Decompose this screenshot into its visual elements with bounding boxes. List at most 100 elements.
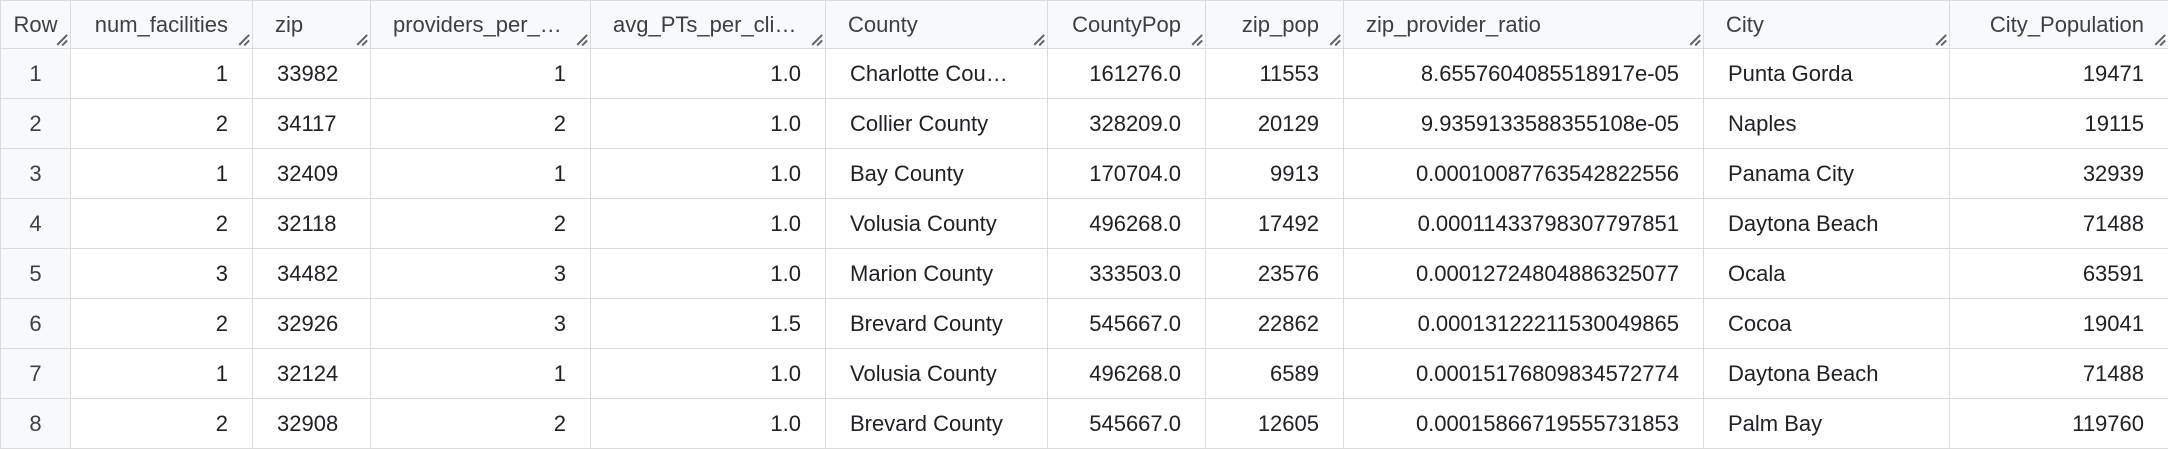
cell-zip-pop[interactable]: 22862 <box>1205 298 1344 349</box>
cell-county[interactable]: Volusia County <box>825 198 1048 249</box>
table-row[interactable]: 8 2 32908 2 1.0 Brevard County 545667.0 12605 0.… <box>0 398 2168 449</box>
cell-zip[interactable]: 32409 <box>252 148 371 199</box>
cell-city[interactable]: Cocoa <box>1703 298 1950 349</box>
cell-providers-per-zip[interactable]: 2 <box>370 198 591 249</box>
cell-providers-per-zip[interactable]: 2 <box>370 398 591 449</box>
cell-zip[interactable]: 34482 <box>252 248 371 299</box>
cell-city-population[interactable]: 71488 <box>1949 198 2168 249</box>
cell-zip-pop[interactable]: 12605 <box>1205 398 1344 449</box>
cell-zip-provider-ratio[interactable]: 0.00013122211530049865 <box>1343 298 1704 349</box>
column-header-avg-pts-per-clinic[interactable]: avg_PTs_per_clinic <box>590 0 826 49</box>
cell-city-population[interactable]: 19115 <box>1949 98 2168 149</box>
column-header-zip[interactable]: zip <box>252 0 371 49</box>
cell-num-facilities[interactable]: 1 <box>70 148 253 199</box>
cell-county[interactable]: Collier County <box>825 98 1048 149</box>
cell-zip-provider-ratio[interactable]: 0.00011433798307797851 <box>1343 198 1704 249</box>
cell-providers-per-zip[interactable]: 2 <box>370 98 591 149</box>
table-row[interactable]: 5 3 34482 3 1.0 Marion County 333503.0 23576 0.0… <box>0 248 2168 299</box>
cell-countypop[interactable]: 170704.0 <box>1047 148 1206 199</box>
table-row[interactable]: 3 1 32409 1 1.0 Bay County 170704.0 9913 0.00010… <box>0 148 2168 199</box>
cell-county[interactable]: Volusia County <box>825 348 1048 399</box>
cell-row[interactable]: 5 <box>0 248 71 299</box>
column-resize-handle-icon[interactable] <box>1933 32 1947 46</box>
cell-providers-per-zip[interactable]: 1 <box>370 148 591 199</box>
cell-city[interactable]: Punta Gorda <box>1703 48 1950 99</box>
cell-zip-pop[interactable]: 23576 <box>1205 248 1344 299</box>
cell-city[interactable]: Daytona Beach <box>1703 348 1950 399</box>
cell-countypop[interactable]: 333503.0 <box>1047 248 1206 299</box>
column-resize-handle-icon[interactable] <box>809 32 823 46</box>
cell-row[interactable]: 8 <box>0 398 71 449</box>
cell-countypop[interactable]: 496268.0 <box>1047 348 1206 399</box>
cell-avg-pts-per-clinic[interactable]: 1.0 <box>590 348 826 399</box>
column-header-city-population[interactable]: City_Population <box>1949 0 2168 49</box>
cell-countypop[interactable]: 496268.0 <box>1047 198 1206 249</box>
cell-zip-provider-ratio[interactable]: 0.00015176809834572774 <box>1343 348 1704 399</box>
column-header-providers-per-zip[interactable]: providers_per_zip <box>370 0 591 49</box>
cell-zip[interactable]: 32926 <box>252 298 371 349</box>
cell-zip-provider-ratio[interactable]: 0.00012724804886325077 <box>1343 248 1704 299</box>
cell-city-population[interactable]: 19471 <box>1949 48 2168 99</box>
cell-row[interactable]: 7 <box>0 348 71 399</box>
column-header-county[interactable]: County <box>825 0 1048 49</box>
cell-countypop[interactable]: 545667.0 <box>1047 298 1206 349</box>
column-resize-handle-icon[interactable] <box>1327 32 1341 46</box>
cell-county[interactable]: Bay County <box>825 148 1048 199</box>
table-row[interactable]: 7 1 32124 1 1.0 Volusia County 496268.0 6589 0.0… <box>0 348 2168 399</box>
cell-row[interactable]: 2 <box>0 98 71 149</box>
column-resize-handle-icon[interactable] <box>1687 32 1701 46</box>
cell-row[interactable]: 1 <box>0 48 71 99</box>
cell-county[interactable]: Charlotte Cou… <box>825 48 1048 99</box>
cell-num-facilities[interactable]: 2 <box>70 98 253 149</box>
column-header-city[interactable]: City <box>1703 0 1950 49</box>
cell-zip-provider-ratio[interactable]: 8.6557604085518917e-05 <box>1343 48 1704 99</box>
column-resize-handle-icon[interactable] <box>1031 32 1045 46</box>
cell-avg-pts-per-clinic[interactable]: 1.5 <box>590 298 826 349</box>
cell-avg-pts-per-clinic[interactable]: 1.0 <box>590 248 826 299</box>
cell-num-facilities[interactable]: 2 <box>70 298 253 349</box>
cell-zip-pop[interactable]: 6589 <box>1205 348 1344 399</box>
cell-zip-pop[interactable]: 9913 <box>1205 148 1344 199</box>
cell-countypop[interactable]: 161276.0 <box>1047 48 1206 99</box>
column-header-num-facilities[interactable]: num_facilities <box>70 0 253 49</box>
cell-num-facilities[interactable]: 2 <box>70 398 253 449</box>
cell-num-facilities[interactable]: 2 <box>70 198 253 249</box>
column-header-row[interactable]: Row <box>0 0 71 49</box>
cell-city[interactable]: Daytona Beach <box>1703 198 1950 249</box>
column-header-zip-pop[interactable]: zip_pop <box>1205 0 1344 49</box>
cell-num-facilities[interactable]: 3 <box>70 248 253 299</box>
cell-county[interactable]: Brevard County <box>825 298 1048 349</box>
cell-avg-pts-per-clinic[interactable]: 1.0 <box>590 148 826 199</box>
cell-city-population[interactable]: 119760 <box>1949 398 2168 449</box>
cell-city[interactable]: Palm Bay <box>1703 398 1950 449</box>
column-resize-handle-icon[interactable] <box>1189 32 1203 46</box>
cell-city-population[interactable]: 71488 <box>1949 348 2168 399</box>
column-resize-handle-icon[interactable] <box>236 32 250 46</box>
cell-zip-pop[interactable]: 11553 <box>1205 48 1344 99</box>
cell-city[interactable]: Panama City <box>1703 148 1950 199</box>
cell-row[interactable]: 6 <box>0 298 71 349</box>
cell-num-facilities[interactable]: 1 <box>70 48 253 99</box>
column-resize-handle-icon[interactable] <box>2152 32 2166 46</box>
cell-zip-pop[interactable]: 17492 <box>1205 198 1344 249</box>
cell-city[interactable]: Naples <box>1703 98 1950 149</box>
cell-row[interactable]: 3 <box>0 148 71 199</box>
cell-providers-per-zip[interactable]: 3 <box>370 298 591 349</box>
cell-city[interactable]: Ocala <box>1703 248 1950 299</box>
column-resize-handle-icon[interactable] <box>574 32 588 46</box>
cell-avg-pts-per-clinic[interactable]: 1.0 <box>590 98 826 149</box>
cell-zip[interactable]: 34117 <box>252 98 371 149</box>
cell-zip[interactable]: 32124 <box>252 348 371 399</box>
column-header-countypop[interactable]: CountyPop <box>1047 0 1206 49</box>
cell-zip[interactable]: 32118 <box>252 198 371 249</box>
cell-providers-per-zip[interactable]: 1 <box>370 348 591 399</box>
cell-zip-provider-ratio[interactable]: 0.00010087763542822556 <box>1343 148 1704 199</box>
cell-providers-per-zip[interactable]: 3 <box>370 248 591 299</box>
cell-zip[interactable]: 32908 <box>252 398 371 449</box>
cell-avg-pts-per-clinic[interactable]: 1.0 <box>590 48 826 99</box>
column-header-zip-provider-ratio[interactable]: zip_provider_ratio <box>1343 0 1704 49</box>
cell-zip-provider-ratio[interactable]: 9.9359133588355108e-05 <box>1343 98 1704 149</box>
cell-countypop[interactable]: 328209.0 <box>1047 98 1206 149</box>
cell-city-population[interactable]: 19041 <box>1949 298 2168 349</box>
table-row[interactable]: 2 2 34117 2 1.0 Collier County 328209.0 20129 9.… <box>0 98 2168 149</box>
